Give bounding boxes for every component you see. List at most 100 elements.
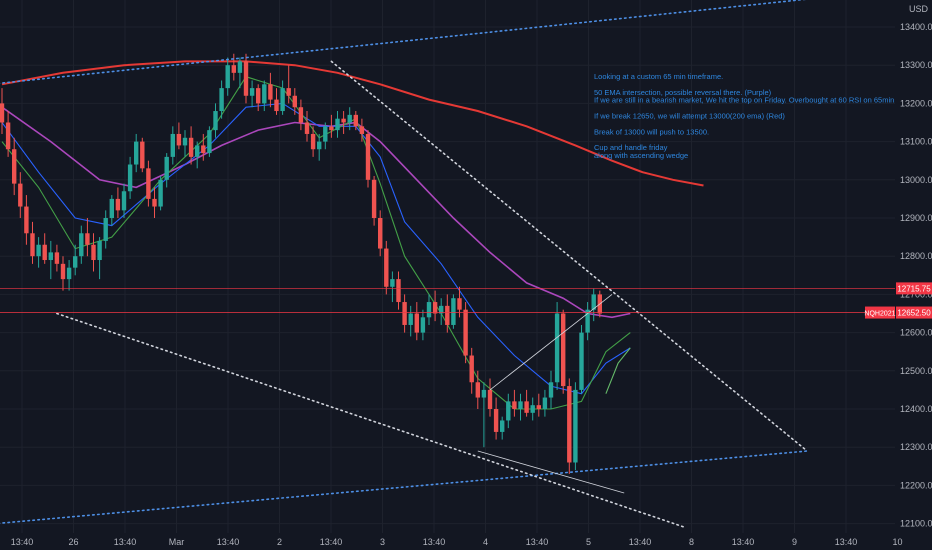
candle-up <box>36 244 41 257</box>
candle-up <box>500 420 505 432</box>
y-axis-ticks: 13400.00 13300.00 13200.00 13100.00 13000.00… <box>900 22 932 529</box>
candle-up <box>280 88 285 112</box>
candle-down <box>536 405 541 409</box>
candle-up <box>518 401 523 409</box>
candle-up <box>79 233 84 257</box>
candle-down <box>42 244 47 261</box>
note-line: Break of 13000 will push to 13500. <box>594 127 709 136</box>
y-tick-label: 12600.00 <box>900 328 932 338</box>
dotted-trend-line <box>56 312 687 529</box>
candle-down <box>567 386 572 463</box>
candle-down <box>115 198 121 211</box>
candle-up <box>573 389 578 463</box>
candle-down <box>457 298 462 310</box>
candle-up <box>97 240 102 261</box>
x-axis-ticks: 13:40 26 13:40 Mar 13:40 2 13:40 3 13:40 4 13:40 5 1… <box>11 537 903 547</box>
candle-up <box>542 397 548 409</box>
candle-up <box>579 332 584 390</box>
candle-down <box>432 302 438 314</box>
x-tick-label: Mar <box>169 537 185 547</box>
candle-down <box>231 65 236 73</box>
currency-label: USD <box>909 4 929 14</box>
candle-up <box>530 405 535 413</box>
dotted-trend-line <box>0 450 809 525</box>
price-tag-box <box>896 282 932 295</box>
ema-200-line <box>1 60 704 187</box>
candle-down <box>365 133 371 180</box>
candle-down <box>561 313 566 387</box>
candle-down <box>30 233 35 257</box>
candle-down <box>493 409 499 432</box>
candle-down <box>396 279 401 303</box>
note-line: Cup and handle friday <box>594 143 668 152</box>
candle-down <box>201 145 206 154</box>
candle-up <box>420 317 426 333</box>
time-axis-panel[interactable] <box>0 533 932 550</box>
candle-up <box>408 313 413 325</box>
x-tick-label: 3 <box>380 537 385 547</box>
candle-up <box>481 389 487 398</box>
candle-up <box>182 137 188 146</box>
x-tick-label: 10 <box>892 537 902 547</box>
x-tick-label: 13:40 <box>320 537 343 547</box>
candle-up <box>219 88 224 112</box>
candle-down <box>60 263 66 280</box>
note-line: along with ascending wedge <box>594 151 688 160</box>
candle-down <box>378 218 383 249</box>
candle-up <box>158 179 163 207</box>
price-tag: 12715.75 <box>896 282 932 295</box>
note-line: If we break 12650, we will attempt 13000… <box>594 112 785 121</box>
x-tick-label: 5 <box>586 537 591 547</box>
candle-down <box>341 118 346 123</box>
candle-up <box>317 141 322 150</box>
symbol-tag: NQH2021 <box>864 306 896 319</box>
candle-up <box>127 164 133 192</box>
note-line: Looking at a custom 65 min timeframe. <box>594 72 723 81</box>
candle-down <box>512 401 517 409</box>
y-tick-label: 12800.00 <box>900 251 932 261</box>
candle-up <box>548 382 554 398</box>
candle-down <box>140 141 145 169</box>
candle-down <box>524 401 529 413</box>
candle-up <box>164 156 169 180</box>
candle-down <box>146 168 151 199</box>
candle-down <box>85 233 90 245</box>
price-tag: 12652.50 <box>896 306 932 319</box>
candle-up <box>390 279 395 287</box>
x-tick-label: 13:40 <box>629 537 652 547</box>
candle-up <box>66 267 72 280</box>
candle-up <box>554 313 560 383</box>
candle-down <box>310 133 316 150</box>
x-tick-label: 13:40 <box>732 537 755 547</box>
candle-down <box>188 137 194 157</box>
candle-down <box>304 122 310 134</box>
note-line: 50 EMA intersection, possible reversal t… <box>594 88 772 97</box>
candle-down <box>176 133 182 146</box>
candle-up <box>195 145 200 157</box>
candle-up <box>134 141 139 165</box>
x-tick-label: 13:40 <box>11 537 34 547</box>
y-tick-label: 12200.00 <box>900 480 932 490</box>
price-tag-value: 12652.50 <box>897 309 931 318</box>
candle-down <box>24 206 29 234</box>
candle-up <box>249 88 255 96</box>
x-tick-label: 2 <box>277 537 282 547</box>
x-tick-label: 13:40 <box>526 537 549 547</box>
candle-down <box>12 149 17 184</box>
candle-up <box>213 111 218 131</box>
price-tag-box <box>896 306 932 319</box>
price-axis-panel[interactable] <box>895 0 932 550</box>
candle-up <box>73 256 78 268</box>
y-tick-label: 12100.00 <box>900 519 932 529</box>
candle-up <box>335 118 340 131</box>
candle-down <box>445 305 450 325</box>
y-tick-label: 12400.00 <box>900 404 932 414</box>
x-tick-label: 8 <box>689 537 694 547</box>
candle-down <box>353 114 358 127</box>
candle-down <box>152 198 157 207</box>
candle-up <box>170 133 175 157</box>
candle-up <box>426 302 432 318</box>
